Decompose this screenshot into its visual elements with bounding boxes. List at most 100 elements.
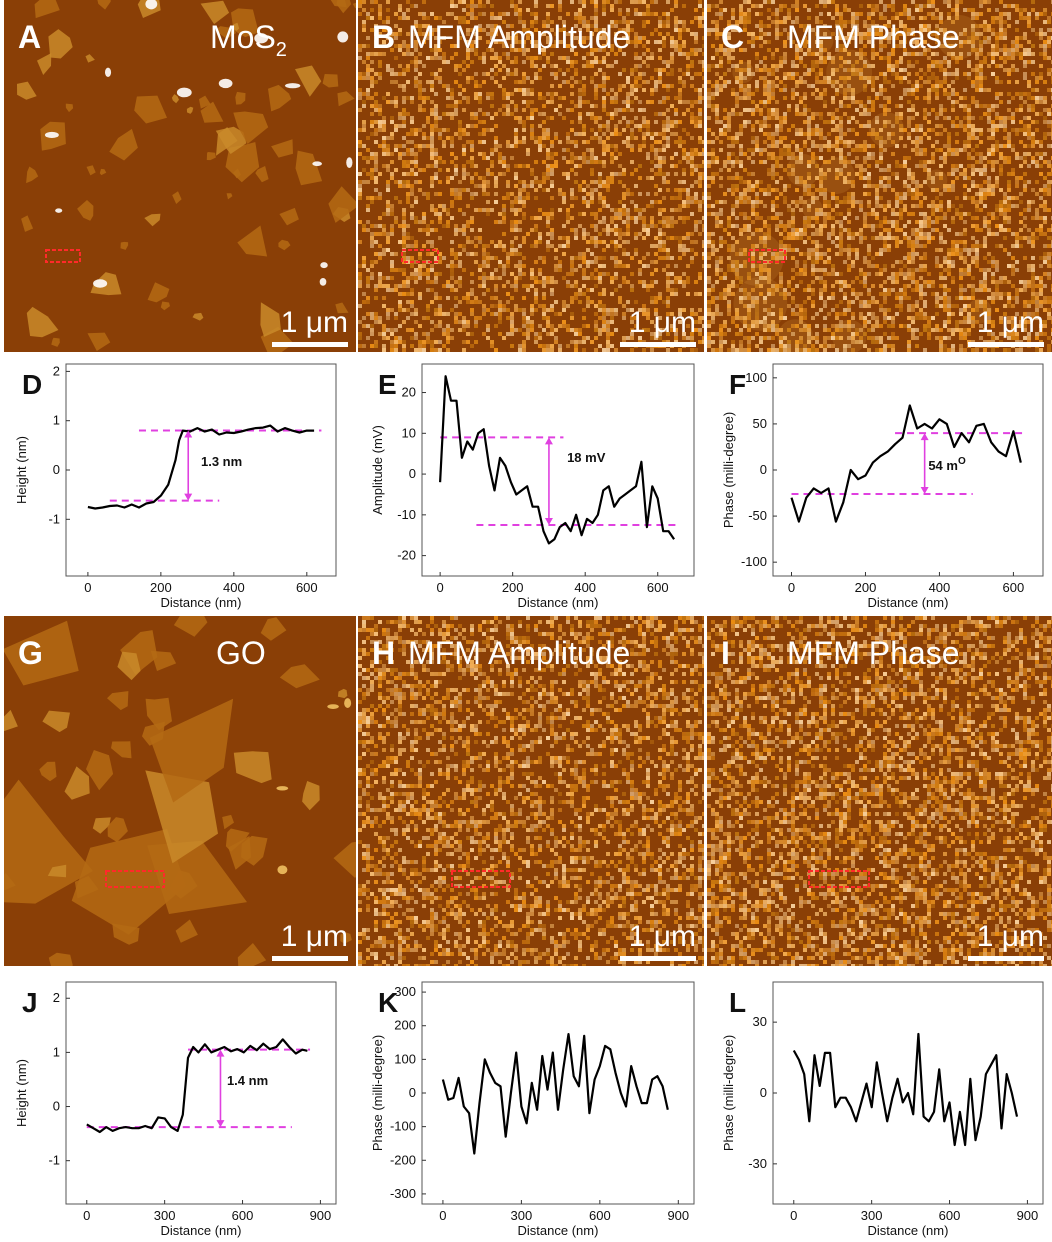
- panel-title: MoS2: [210, 19, 287, 61]
- x-tick-label: 600: [1003, 580, 1025, 595]
- plot-frame: [66, 982, 336, 1204]
- bright-particle: [55, 208, 62, 213]
- y-axis-label: Phase (milli-degree): [721, 1035, 736, 1151]
- panel-letter: F: [729, 369, 746, 400]
- panel-j-plot: 0 300 600 900 -1 0 1 2 Distance (nm) Height (nm) 1…: [0, 972, 352, 1242]
- x-tick-label: 200: [502, 580, 524, 595]
- panel-b-mfm-amplitude-image: B MFM Amplitude 1 μm: [358, 0, 704, 352]
- panel-k-svg: 0 300 600 900-300-200-1000100200300Distance…: [356, 972, 704, 1242]
- y-tick-label: 20: [402, 385, 416, 400]
- panel-h-mfm-amplitude-image: H MFM Amplitude 1 μm: [358, 616, 704, 966]
- bright-particle: [327, 704, 339, 709]
- panel-i-mfm-phase-image: I MFM Phase 1 μm: [707, 616, 1052, 966]
- panel-title-subscript: 2: [276, 39, 287, 61]
- y-tick-label: 0: [409, 466, 416, 481]
- y-tick-label: -100: [741, 554, 767, 569]
- x-tick-label: 200: [855, 580, 877, 595]
- scale-bar-label: 1 μm: [977, 920, 1044, 953]
- x-tick-label: 300: [511, 1208, 533, 1223]
- panel-title: GO: [216, 635, 266, 671]
- y-tick-label: -30: [748, 1156, 767, 1171]
- y-axis-label: Amplitude (mV): [370, 425, 385, 515]
- y-tick-label: 200: [394, 1018, 416, 1033]
- step-annotation: 1.4 nm: [227, 1073, 268, 1088]
- y-tick-label: -10: [397, 507, 416, 522]
- y-axis-label: Height (nm): [14, 1059, 29, 1127]
- y-axis-label: Phase (milli-degree): [370, 1035, 385, 1151]
- plot-frame: [66, 364, 336, 576]
- y-tick-label: 0: [760, 462, 767, 477]
- x-axis-label: Distance (nm): [161, 595, 242, 610]
- panel-g-canvas: G GO 1 μm: [4, 616, 356, 966]
- panel-c-canvas: C MFM Phase 1 μm: [707, 0, 1052, 352]
- y-tick-label: -20: [397, 548, 416, 563]
- panel-b-canvas: B MFM Amplitude1 μm: [358, 0, 704, 352]
- y-tick-label: 1: [53, 1044, 60, 1059]
- panel-l-svg: 0 300 600 900-30030Distance (nm)Phase (mill…: [707, 972, 1052, 1242]
- y-tick-label: -100: [390, 1119, 416, 1134]
- panel-letter: G: [18, 635, 43, 671]
- panel-letter: J: [22, 987, 38, 1018]
- scale-bar: [272, 956, 348, 961]
- panel-g-afm-image: G GO 1 μm: [4, 616, 356, 966]
- x-tick-label: 600: [296, 580, 318, 595]
- panel-title: MFM Phase: [787, 19, 959, 55]
- x-tick-label: 900: [667, 1208, 689, 1223]
- x-tick-label: 0: [83, 1208, 90, 1223]
- x-axis-label: Distance (nm): [868, 1223, 949, 1238]
- bright-particle: [45, 132, 59, 138]
- scale-bar: [620, 956, 696, 961]
- step-annotation: 1.3 nm: [201, 454, 242, 469]
- panel-e-svg: 0 200 400 600-20-1001020Distance (nm)Amplit…: [356, 356, 704, 612]
- y-tick-label: 2: [53, 363, 60, 378]
- bright-particle: [285, 83, 300, 88]
- plot-frame: [422, 364, 694, 576]
- x-axis-label: Distance (nm): [868, 595, 949, 610]
- panel-d-plot: 0 200 400 600 -1 0 1 2 Distance (nm) Height (nm) 1…: [0, 356, 352, 612]
- bright-particle: [219, 79, 233, 88]
- y-tick-label: 0: [409, 1085, 416, 1100]
- x-tick-label: 600: [232, 1208, 254, 1223]
- panel-a-afm-image: A MoS2 1 μm: [4, 0, 356, 352]
- panel-letter: C: [721, 19, 744, 55]
- y-tick-label: -50: [748, 508, 767, 523]
- bright-particle: [276, 786, 288, 790]
- panel-d-svg: 0 200 400 600-1012Distance (nm)Height (nm) 1…: [0, 356, 352, 612]
- panel-i-canvas: I MFM Phase1 μm: [707, 616, 1052, 966]
- x-tick-label: 400: [929, 580, 951, 595]
- x-tick-label: 0: [788, 580, 795, 595]
- panel-letter: I: [721, 635, 730, 671]
- y-tick-label: 0: [53, 1099, 60, 1114]
- x-axis-label: Distance (nm): [518, 1223, 599, 1238]
- step-annotation: 18 mV: [567, 450, 606, 465]
- y-axis-label: Height (nm): [14, 436, 29, 504]
- x-tick-label: 0: [437, 580, 444, 595]
- x-tick-label: 900: [1017, 1208, 1039, 1223]
- scale-bar: [272, 342, 348, 347]
- annotation-text: 1.3 nm: [201, 454, 242, 469]
- panel-h-canvas: H MFM Amplitude1 μm: [358, 616, 704, 966]
- y-tick-label: 30: [753, 1014, 767, 1029]
- scale-bar-label: 1 μm: [977, 306, 1044, 339]
- x-tick-label: 400: [223, 580, 245, 595]
- scale-bar-label: 1 μm: [629, 306, 696, 339]
- panel-j-svg: 0 300 600 900-1012Distance (nm)Height (nm) 1…: [0, 972, 352, 1242]
- y-tick-label: -1: [48, 1153, 60, 1168]
- bright-particle: [320, 262, 327, 268]
- annotation-text: 54 m: [928, 458, 958, 473]
- y-tick-label: 100: [394, 1051, 416, 1066]
- x-tick-label: 0: [790, 1208, 797, 1223]
- x-tick-label: 300: [861, 1208, 883, 1223]
- bright-particle: [105, 68, 111, 77]
- y-tick-label: 0: [760, 1085, 767, 1100]
- panel-f-svg: 0 200 400 600 -100 -50 0 50 100 Distance (nm) Phas…: [707, 356, 1052, 612]
- scale-bar-label: 1 μm: [281, 306, 348, 339]
- panel-letter: A: [18, 19, 41, 55]
- annotation-superscript: O: [958, 456, 966, 467]
- panel-e-plot: 0 200 400 600 -20 -10 0 10 20 Distance (nm) Amplit…: [356, 356, 704, 612]
- scale-bar: [968, 342, 1044, 347]
- scale-bar: [620, 342, 696, 347]
- bright-particle: [93, 279, 107, 287]
- x-tick-label: 300: [154, 1208, 176, 1223]
- y-tick-label: 1: [53, 413, 60, 428]
